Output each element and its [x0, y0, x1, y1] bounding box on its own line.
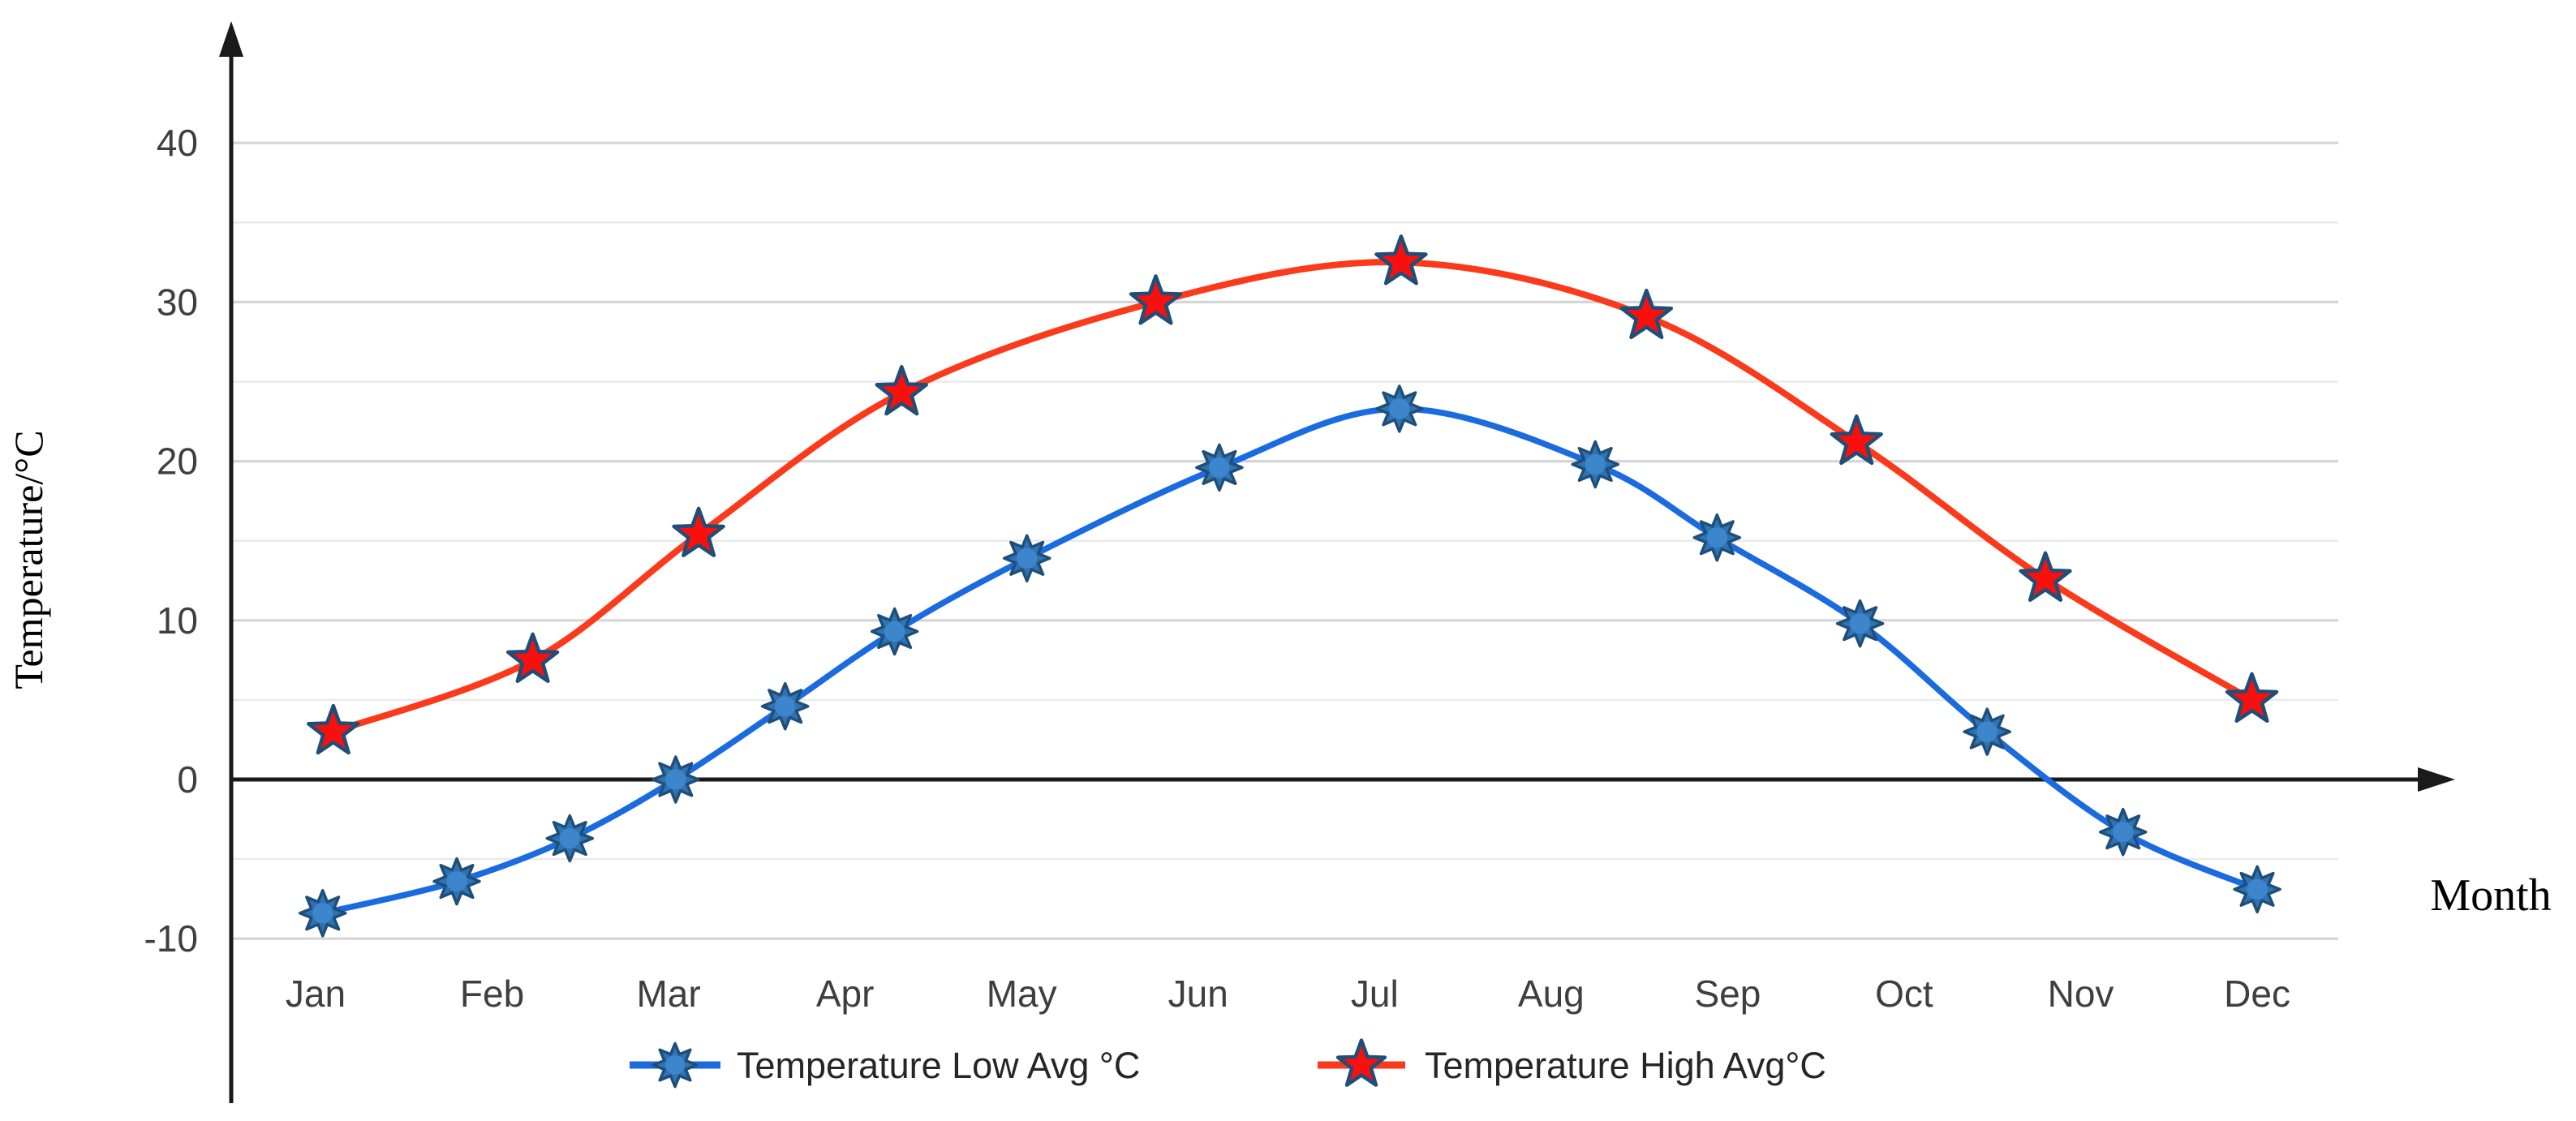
x-category-label: Aug — [1518, 973, 1585, 1015]
legend-label-low: Temperature Low Avg °C — [737, 1045, 1140, 1086]
y-tick-label: 0 — [177, 758, 198, 801]
sunburst-core-icon — [446, 871, 467, 892]
star-icon — [672, 506, 725, 557]
y-tick-labels: 40 30 20 10 -10 0 — [144, 122, 198, 960]
x-category-label: Jul — [1351, 973, 1399, 1015]
x-axis-arrowhead-icon — [2418, 767, 2455, 792]
x-category-label: Apr — [816, 973, 875, 1015]
x-category-label: Feb — [460, 973, 524, 1015]
y-tick-label: 10 — [157, 599, 198, 642]
sunburst-core-icon — [1850, 613, 1871, 634]
sunburst-core-icon — [1706, 527, 1727, 548]
star-icon — [875, 364, 928, 416]
minor-gridlines — [233, 221, 2338, 861]
x-category-label: Oct — [1875, 973, 1933, 1015]
y-tick-label: 20 — [157, 440, 198, 483]
star-icon — [2225, 672, 2279, 724]
sunburst-core-icon — [559, 828, 580, 849]
star-icon — [1830, 414, 1883, 466]
star-icon — [1619, 288, 1674, 340]
sunburst-core-icon — [1209, 457, 1230, 478]
sunburst-core-icon — [775, 696, 796, 717]
x-category-label: Sep — [1694, 973, 1761, 1015]
y-axis-title: Temperature/°C — [6, 430, 51, 689]
sunburst-core-icon — [665, 769, 686, 790]
star-icon — [1374, 234, 1428, 286]
sunburst-core-icon — [1389, 398, 1410, 419]
x-category-label: Jan — [286, 973, 346, 1015]
sunburst-core-icon — [1017, 548, 1038, 569]
sunburst-core-icon — [312, 903, 333, 924]
sunburst-core-icon — [1976, 721, 1998, 742]
x-category-labels: Jan Feb Mar Apr May Jun Jul Aug Sep Oct Nov Dec — [286, 973, 2290, 1015]
star-icon — [2019, 551, 2072, 602]
low-series-line — [319, 406, 2260, 917]
sunburst-core-icon — [884, 621, 905, 642]
sunburst-core-icon — [1585, 454, 1606, 475]
x-category-label: May — [987, 973, 1057, 1015]
series-temperature-low — [298, 384, 2281, 938]
star-icon — [505, 632, 560, 683]
y-tick-label: 30 — [157, 281, 198, 323]
sunburst-core-icon — [2247, 878, 2268, 900]
x-category-label: Nov — [2048, 973, 2114, 1015]
legend-label-high: Temperature High Avg°C — [1425, 1045, 1826, 1086]
star-icon — [1129, 274, 1183, 325]
series-temperature-high — [307, 234, 2279, 755]
star-icon — [1335, 1038, 1387, 1087]
y-tick-label: 40 — [157, 122, 198, 164]
x-category-label: Mar — [636, 973, 700, 1015]
sunburst-core-icon — [2113, 822, 2134, 843]
star-icon — [307, 703, 360, 755]
legend-item-high: Temperature High Avg°C — [1318, 1038, 1826, 1087]
y-axis-arrowhead-icon — [219, 21, 243, 57]
series-layer — [298, 234, 2281, 938]
x-axis-title: Month — [2430, 870, 2551, 921]
legend-item-low: Temperature Low Avg °C — [630, 1042, 1140, 1089]
major-gridlines — [233, 141, 2338, 940]
sunburst-core-icon — [665, 1055, 685, 1075]
x-category-label: Jun — [1168, 973, 1228, 1015]
axes — [219, 21, 2455, 1103]
x-category-label: Dec — [2224, 973, 2290, 1015]
legend: Temperature Low Avg °C Temperature High … — [630, 1038, 1826, 1089]
y-tick-label: -10 — [144, 917, 198, 960]
high-series-line — [329, 259, 2256, 736]
